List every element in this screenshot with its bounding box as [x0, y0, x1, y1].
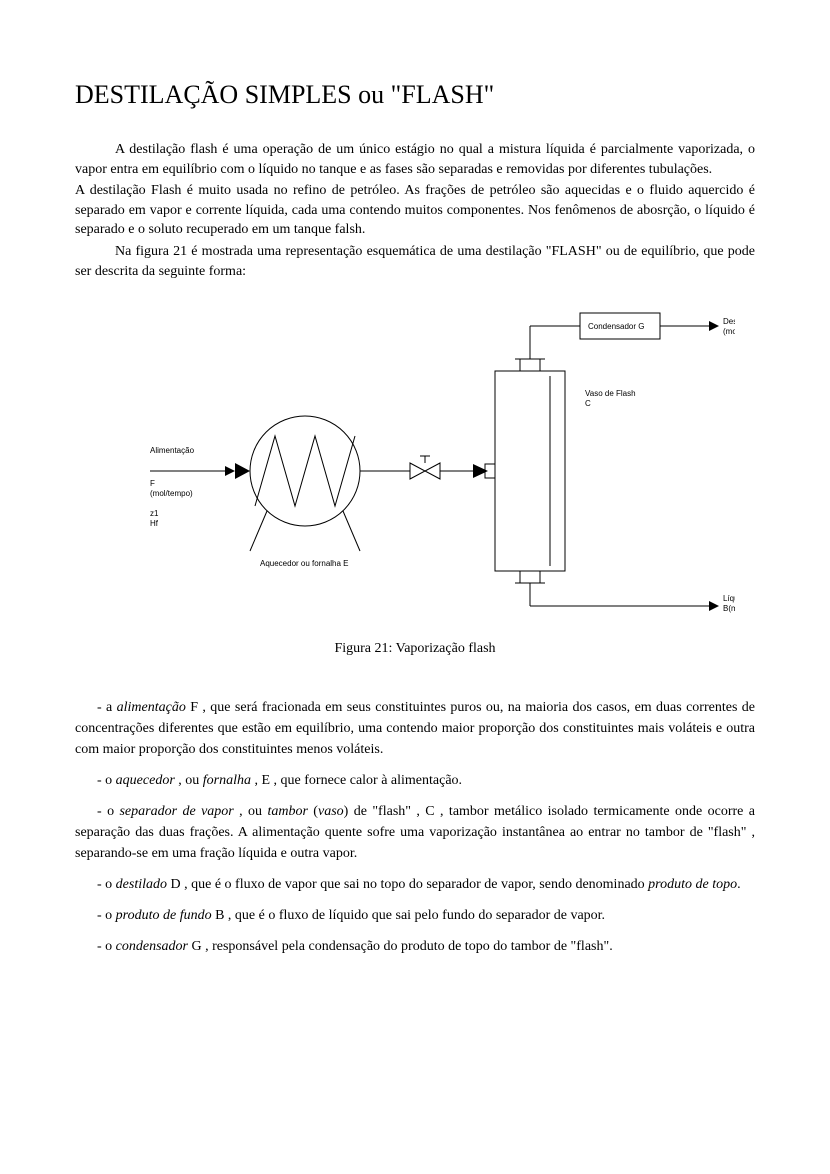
distillate-label: Destilado D	[723, 317, 735, 326]
heater-coil	[255, 436, 355, 506]
liquid-label: Líquido	[723, 594, 735, 603]
list-item-1: - o aquecedor , ou fornalha , E , que fo…	[75, 770, 755, 791]
heater-inlet-arrow	[235, 463, 250, 479]
list-item-5: - o condensador G , responsável pela con…	[75, 936, 755, 957]
distillate-units: (moles/tempo)	[723, 327, 735, 336]
valve-left	[410, 463, 425, 479]
feed-f: F	[150, 479, 155, 488]
list-item-4: - o produto de fundo B , que é o fluxo d…	[75, 905, 755, 926]
distillate-arrow	[709, 321, 719, 331]
paragraph-3: Na figura 21 é mostrada uma representaçã…	[75, 242, 755, 281]
flash-diagram: Alimentação F (mol/tempo) z1 Hf Aquecedo…	[95, 291, 735, 621]
list-item-3: - o destilado D , que é o fluxo de vapor…	[75, 874, 755, 895]
heater-leg-right	[343, 511, 360, 551]
feed-arrow	[225, 466, 235, 476]
paragraph-1: A destilação flash é uma operação de um …	[75, 140, 755, 179]
vessel-label-1: Vaso de Flash	[585, 389, 636, 398]
figure-caption: Figura 21: Vaporização flash	[75, 641, 755, 657]
vessel-body	[495, 371, 565, 571]
paragraph-2: A destilação Flash é muito usada no refi…	[75, 181, 755, 240]
liquid-units: B(moles/tempo)	[723, 604, 735, 613]
list-item-0: - a alimentação F , que será fracionada …	[75, 697, 755, 760]
heater-label: Aquecedor ou fornalha E	[260, 559, 349, 568]
feed-hf: Hf	[150, 519, 159, 528]
figure-container: Alimentação F (mol/tempo) z1 Hf Aquecedo…	[75, 291, 755, 657]
heater-leg-left	[250, 511, 267, 551]
vessel-bottom-nozzle	[520, 571, 540, 583]
feed-label: Alimentação	[150, 446, 195, 455]
condenser-label: Condensador G	[588, 322, 644, 331]
liquid-arrow	[709, 601, 719, 611]
feed-units: (mol/tempo)	[150, 489, 193, 498]
vessel-inlet-arrow	[473, 464, 488, 478]
vessel-top-nozzle	[520, 359, 540, 371]
valve-right	[425, 463, 440, 479]
feed-z1: z1	[150, 509, 159, 518]
list-item-2: - o separador de vapor , ou tambor (vaso…	[75, 801, 755, 864]
page-title: DESTILAÇÃO SIMPLES ou "FLASH"	[75, 80, 755, 110]
vessel-label-2: C	[585, 399, 591, 408]
